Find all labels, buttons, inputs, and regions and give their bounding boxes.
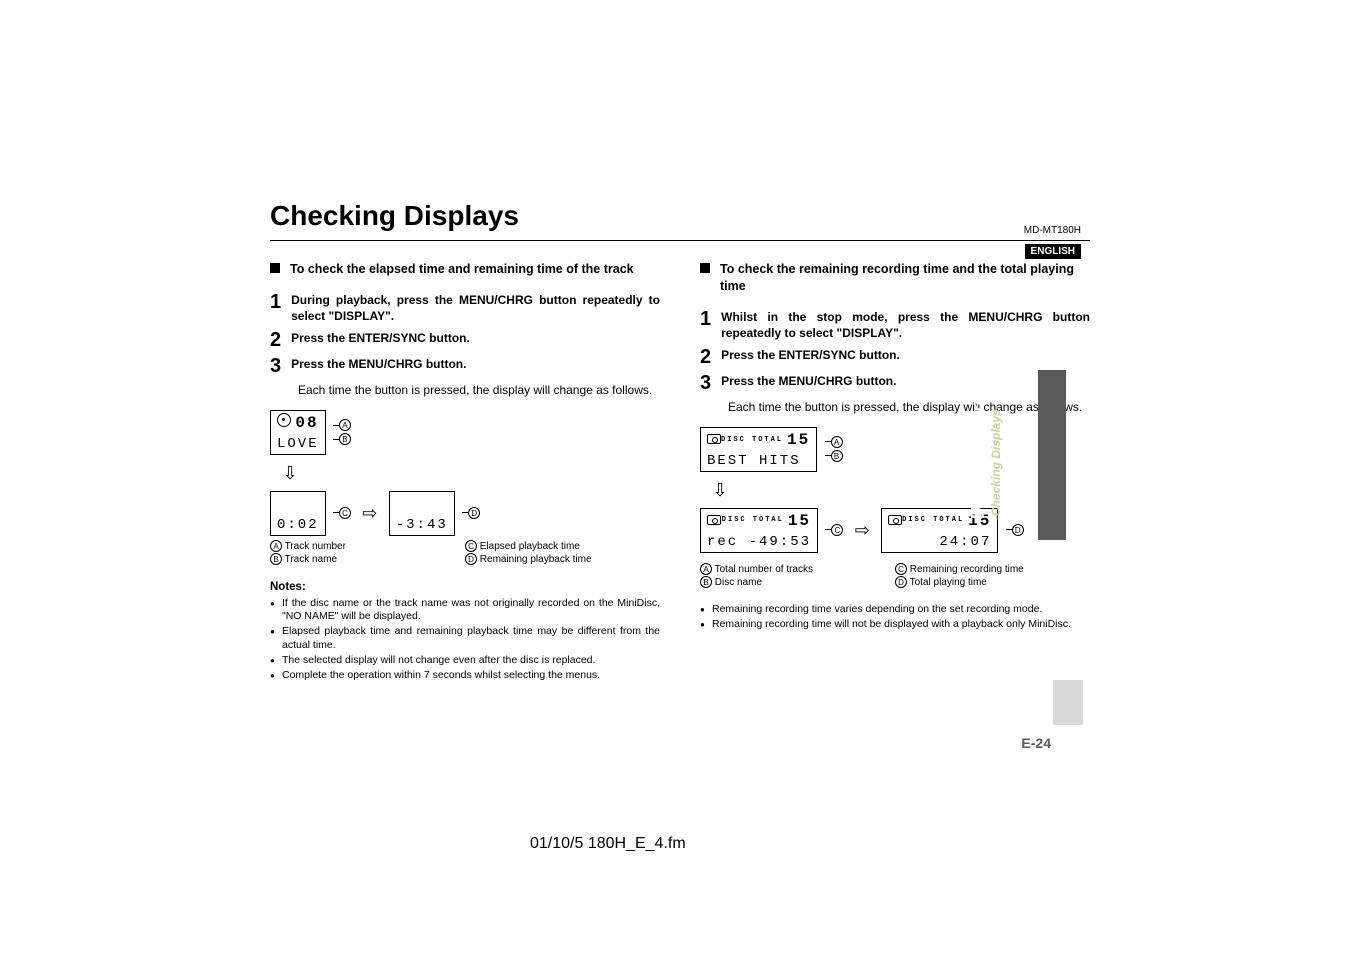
bullet-square-icon — [270, 263, 280, 273]
arrow-right-icon: ⇨ — [855, 518, 870, 542]
arrow-right-icon: ⇨ — [362, 501, 377, 525]
note-item: Remaining recording time will not be dis… — [700, 618, 1090, 631]
display-diagram-right: DISC TOTAL15 BEST HITS A B ⇩ DISC TOTAL1… — [700, 427, 1090, 588]
step-text: Press the ENTER/SYNC button. — [291, 330, 660, 350]
arrow-down-icon: ⇩ — [700, 478, 740, 502]
notes-list: Remaining recording time varies dependin… — [700, 603, 1090, 631]
step-text: Press the ENTER/SYNC button. — [721, 347, 1090, 367]
step-text: Whilst in the stop mode, press the MENU/… — [721, 309, 1090, 341]
step-number: 2 — [270, 330, 281, 350]
manual-page: Checking Displays To check the elapsed t… — [270, 200, 1090, 684]
lcd-display: DISC TOTAL15 BEST HITS — [700, 427, 817, 471]
step-text: During playback, press the MENU/CHRG but… — [291, 292, 660, 324]
language-badge: ENGLISH — [1025, 244, 1081, 259]
lcd-display: 0:02 — [270, 491, 326, 535]
section-tab-minor: -Checking Displays- — [989, 350, 1003, 520]
page-number: E-24 — [1021, 735, 1051, 751]
lcd-display: 08 LOVE — [270, 410, 326, 454]
bullet-square-icon — [700, 263, 710, 273]
display-diagram-left: 08 LOVE A B ⇩ 0:02 C ⇨ — [270, 410, 660, 565]
left-section-header: To check the elapsed time and remaining … — [290, 261, 634, 278]
note-item: If the disc name or the track name was n… — [270, 597, 660, 623]
section-tab: Useful Features -Checking Displays- — [1038, 370, 1066, 540]
notes-list: If the disc name or the track name was n… — [270, 597, 660, 682]
note-item: Remaining recording time varies dependin… — [700, 603, 1090, 616]
lcd-display: DISC TOTAL15 rec -49:53 — [700, 508, 818, 552]
left-column: To check the elapsed time and remaining … — [270, 261, 660, 684]
section-tab-major: Useful Features — [968, 350, 989, 520]
model-number: MD-MT180H — [1024, 225, 1081, 236]
step-subtext: Each time the button is pressed, the dis… — [728, 399, 1090, 415]
right-section-header: To check the remaining recording time an… — [720, 261, 1090, 295]
note-item: The selected display will not change eve… — [270, 654, 660, 667]
step-number: 1 — [270, 292, 281, 324]
step-number: 3 — [270, 356, 281, 376]
lcd-display: -3:43 — [389, 491, 455, 535]
step-subtext: Each time the button is pressed, the dis… — [298, 382, 660, 398]
step-text: Press the MENU/CHRG button. — [291, 357, 466, 371]
right-column: To check the remaining recording time an… — [700, 261, 1090, 684]
step-number: 2 — [700, 347, 711, 367]
footer-text: 01/10/5 180H_E_4.fm — [530, 835, 686, 853]
step-number: 3 — [700, 373, 711, 393]
diagram-legend: A Total number of tracks C Remaining rec… — [700, 563, 1090, 589]
margin-gray-block — [1053, 680, 1083, 725]
arrow-down-icon: ⇩ — [270, 461, 310, 485]
note-item: Elapsed playback time and remaining play… — [270, 625, 660, 651]
side-meta: MD-MT180H ENGLISH — [1024, 225, 1081, 259]
step-text: Press the MENU/CHRG button. — [721, 374, 896, 388]
step-number: 1 — [700, 309, 711, 341]
page-title: Checking Displays — [270, 200, 1090, 232]
diagram-legend: A Track number C Elapsed playback time B… — [270, 540, 660, 566]
notes-heading: Notes: — [270, 580, 660, 596]
title-rule — [270, 240, 1090, 241]
note-item: Complete the operation within 7 seconds … — [270, 669, 660, 682]
